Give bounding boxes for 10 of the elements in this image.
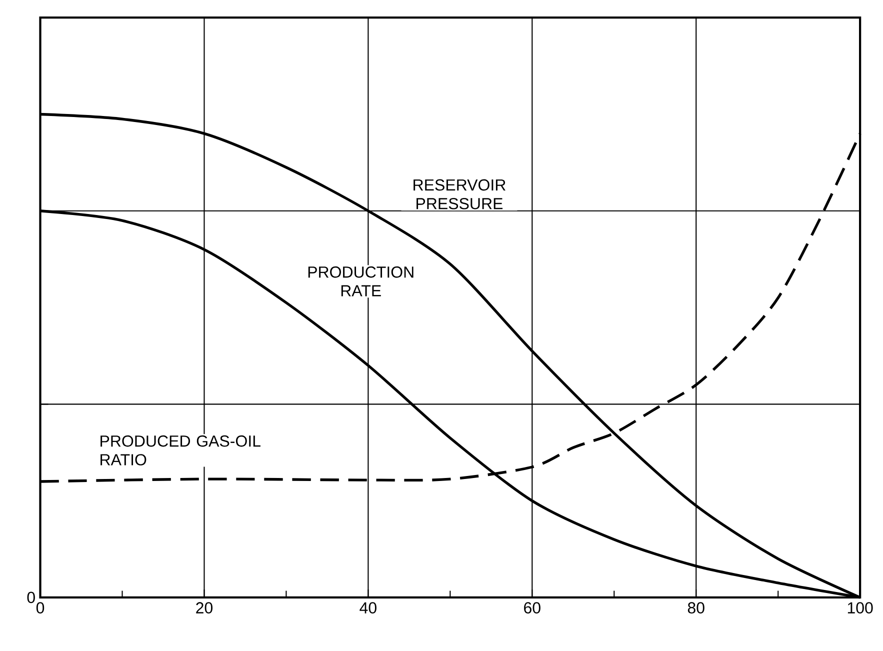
series-label: PRODUCTION RATE [308,266,414,296]
x-tick-label: 0 [36,602,44,614]
series-label: PRODUCED GAS-OIL RATIO [100,435,260,466]
x-tick-label: 100 [848,602,873,614]
series-label: RESERVOIR PRESSURE [414,179,506,210]
x-tick-label: 40 [360,602,376,614]
x-tick-label: 60 [524,602,540,614]
text: 0 [27,592,35,604]
x-tick-label: 80 [688,602,704,614]
x-tick-label: 20 [196,602,212,614]
